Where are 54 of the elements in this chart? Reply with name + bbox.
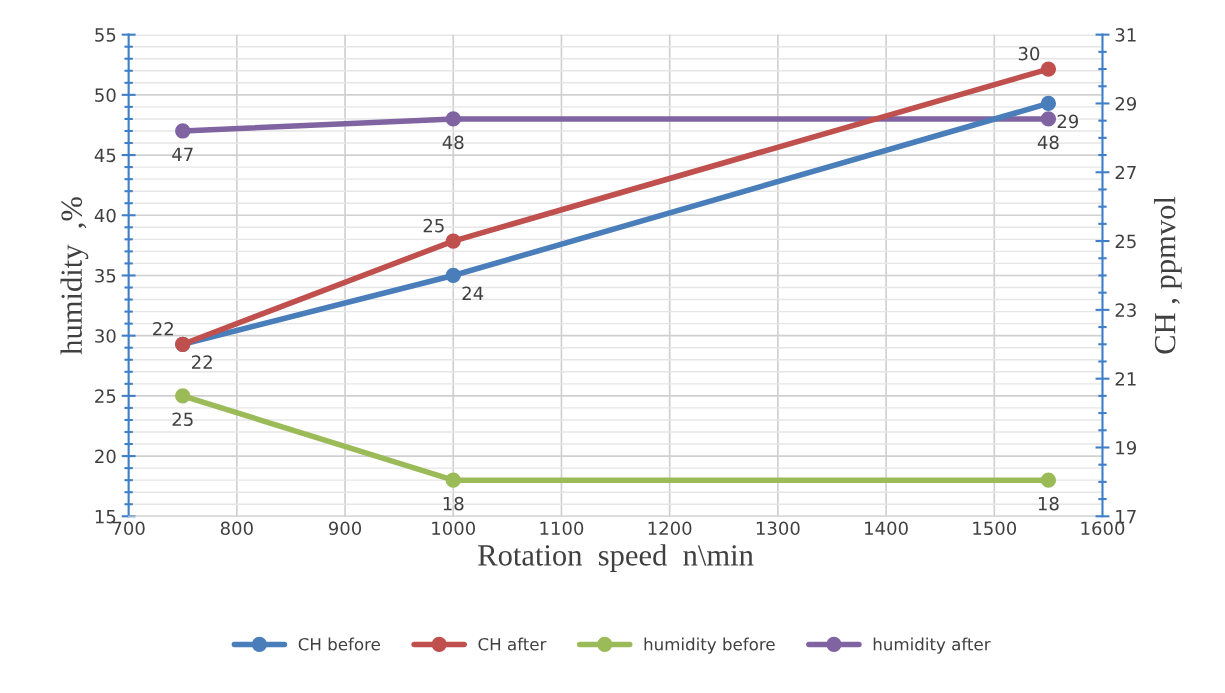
- point: [445, 233, 461, 249]
- y-tick-label: 55: [95, 28, 116, 42]
- y-tick-label: 50: [95, 88, 116, 102]
- data-label: 25: [172, 412, 193, 427]
- point: [175, 388, 191, 404]
- x-tick-label: 1300: [756, 521, 800, 536]
- data-label: 25: [423, 218, 444, 233]
- point: [1040, 61, 1057, 77]
- data-label: 18: [443, 496, 464, 511]
- y-tick-label: 15: [95, 509, 116, 524]
- x-tick-label: 1200: [648, 521, 692, 536]
- legend-label: humidity before: [644, 637, 775, 654]
- y2-tick-label: 31: [1115, 28, 1136, 42]
- data-label: 47: [172, 147, 193, 161]
- legend-label: humidity after: [873, 637, 991, 654]
- legend-label: CH after: [478, 637, 547, 651]
- data-label: 30: [1018, 46, 1040, 61]
- y-axis-title: humidity ,%: [60, 197, 89, 355]
- x-tick-label: 700: [112, 521, 145, 536]
- point: [175, 123, 191, 139]
- point: [1040, 95, 1057, 112]
- data-label: 22: [153, 321, 173, 336]
- data-label: 24: [462, 286, 484, 300]
- data-label: 18: [1038, 496, 1059, 511]
- y-tick-label: 30: [95, 329, 116, 343]
- data-label: 29: [1057, 114, 1079, 129]
- y-tick-label: 20: [95, 449, 116, 464]
- y2-tick-label: 27: [1115, 165, 1136, 180]
- y2-tick-label: 25: [1115, 234, 1136, 249]
- point: [445, 111, 461, 127]
- point: [1040, 111, 1057, 127]
- x-tick-label: 1500: [973, 521, 1017, 536]
- y2-tick-label: 23: [1115, 303, 1136, 317]
- x-tick-label: 1000: [432, 521, 476, 536]
- data-label: 22: [192, 355, 212, 369]
- x-tick-label: 1400: [865, 521, 908, 536]
- data-label: 48: [1037, 135, 1059, 150]
- point: [1040, 472, 1057, 488]
- point: [445, 267, 461, 284]
- y-tick-label: 40: [94, 208, 116, 223]
- y-tick-label: 35: [95, 268, 116, 283]
- point: [445, 472, 461, 488]
- x-tick-label: 800: [220, 521, 253, 536]
- y-tick-label: 45: [94, 148, 116, 163]
- x-tick-label: 900: [328, 521, 362, 536]
- x-tick-label: 1100: [540, 521, 584, 536]
- y2-tick-label: 19: [1116, 440, 1137, 455]
- y2-tick-label: 29: [1115, 96, 1137, 111]
- y2-tick-label: 21: [1115, 372, 1136, 386]
- data-label: 48: [442, 135, 464, 150]
- y2-axis-title: CH , ppmvol: [1153, 196, 1182, 354]
- legend-label: CH before: [298, 637, 380, 651]
- x-axis-title: Rotation speed n\min: [478, 544, 754, 572]
- y-tick-label: 25: [95, 389, 116, 403]
